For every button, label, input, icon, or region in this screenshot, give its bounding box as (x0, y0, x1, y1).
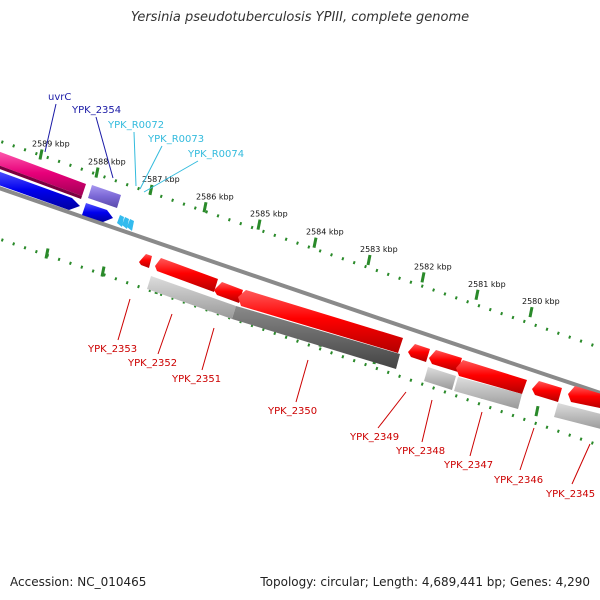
feature-YPK_2347-cds[interactable] (456, 360, 527, 394)
reverse-feature-label: YPK_2346 (493, 475, 543, 486)
feature-YPK_2350-cds[interactable] (238, 290, 403, 353)
callout-line (133, 131, 137, 187)
callout-line (295, 359, 309, 403)
forward-feature-label: YPK_R0073 (147, 134, 204, 145)
major-tick (474, 289, 480, 301)
feature-YPK_2345-gene[interactable] (554, 403, 600, 430)
forward-feature-label: YPK_R0074 (187, 149, 244, 160)
reverse-feature-label: YPK_2347 (443, 460, 493, 471)
topology-label: Topology: circular; Length: 4,689,441 bp… (260, 575, 590, 589)
reverse-features (139, 254, 600, 430)
major-tick (94, 167, 100, 178)
reverse-feature-label: YPK_2352 (127, 358, 177, 369)
tick-label: 2588 kbp (88, 158, 126, 167)
feature-YPK_2345-cds[interactable] (568, 386, 600, 409)
tick-labels: 2589 kbp 2588 kbp 2587 kbp 2586 kbp 2585 kbp… (32, 140, 560, 307)
callout-line (377, 391, 407, 429)
callout-line (143, 160, 199, 193)
major-tick (38, 149, 44, 160)
feature-YPK_2353[interactable] (139, 254, 152, 268)
tick-label: 2587 kbp (142, 175, 180, 184)
callout-line (571, 443, 591, 485)
major-tick (256, 219, 262, 230)
callout-line (139, 145, 163, 190)
feature-YPK_2352-cds[interactable] (155, 258, 218, 292)
inner-tick (44, 248, 50, 259)
feature-YPK_2349-cds[interactable] (408, 344, 430, 362)
callout-line (95, 116, 114, 179)
major-tick (312, 237, 318, 248)
feature-YPK_2348-cds[interactable] (429, 350, 462, 372)
forward-feature-label: YPK_R0072 (107, 120, 164, 131)
major-tick (528, 306, 534, 318)
tick-label: 2581 kbp (468, 280, 506, 289)
tick-label: 2586 kbp (196, 192, 234, 201)
feature-YPK_R0074[interactable] (127, 219, 134, 231)
map-title: Yersinia pseudotuberculosis YPIII, compl… (130, 10, 470, 25)
tick-label: 2585 kbp (250, 210, 288, 219)
feature-YPK_2351-cds[interactable] (214, 282, 243, 303)
callout-line (157, 313, 173, 355)
inner-tick (534, 405, 540, 417)
feature-blue-forward[interactable] (0, 170, 80, 210)
major-tick (148, 184, 154, 196)
feature-uvrC[interactable] (0, 150, 86, 196)
tick-label: 2580 kbp (522, 297, 560, 306)
forward-feature-label: YPK_2354 (71, 105, 121, 116)
major-tick (420, 272, 426, 283)
forward-features (0, 150, 134, 231)
feature-YPK_R0072[interactable] (117, 215, 124, 227)
backbone-ring (0, 186, 600, 395)
callout-line (519, 427, 535, 471)
feature-YPK_2346-cds[interactable] (532, 381, 562, 402)
reverse-feature-label: YPK_2351 (171, 374, 221, 385)
inner-tick-ring (0, 237, 600, 448)
major-tick (366, 254, 372, 266)
feature-YPK_2352-gene[interactable] (147, 276, 236, 319)
feature-YPK_2354[interactable] (88, 185, 121, 208)
forward-feature-label: uvrC (48, 92, 71, 103)
feature-YPK_2347-gene[interactable] (454, 377, 522, 409)
tick-label: 2589 kbp (32, 140, 70, 149)
reverse-feature-label: YPK_2345 (545, 489, 595, 500)
reverse-feature-label: YPK_2348 (395, 446, 445, 457)
reverse-feature-label: YPK_2350 (267, 406, 317, 417)
major-tick (202, 201, 208, 213)
callout-line (469, 411, 483, 457)
feature-uvrC-shadow (0, 165, 82, 199)
callout-line (201, 327, 215, 371)
accession-label: Accession: NC_010465 (10, 575, 147, 589)
feature-YPK_2350-gene[interactable] (232, 306, 400, 369)
feature-YPK_2348-gene[interactable] (424, 367, 456, 390)
tick-label: 2584 kbp (306, 228, 344, 237)
callout-line (421, 399, 433, 443)
inner-tick (100, 266, 106, 277)
reverse-feature-label: YPK_2349 (349, 432, 399, 443)
callout-line (117, 298, 131, 341)
feature-blue-forward-2[interactable] (82, 203, 113, 222)
reverse-feature-label: YPK_2353 (87, 344, 137, 355)
feature-YPK_R0073[interactable] (122, 217, 129, 229)
callout-line (44, 103, 57, 153)
tick-label: 2583 kbp (360, 245, 398, 254)
tick-label: 2582 kbp (414, 262, 452, 271)
